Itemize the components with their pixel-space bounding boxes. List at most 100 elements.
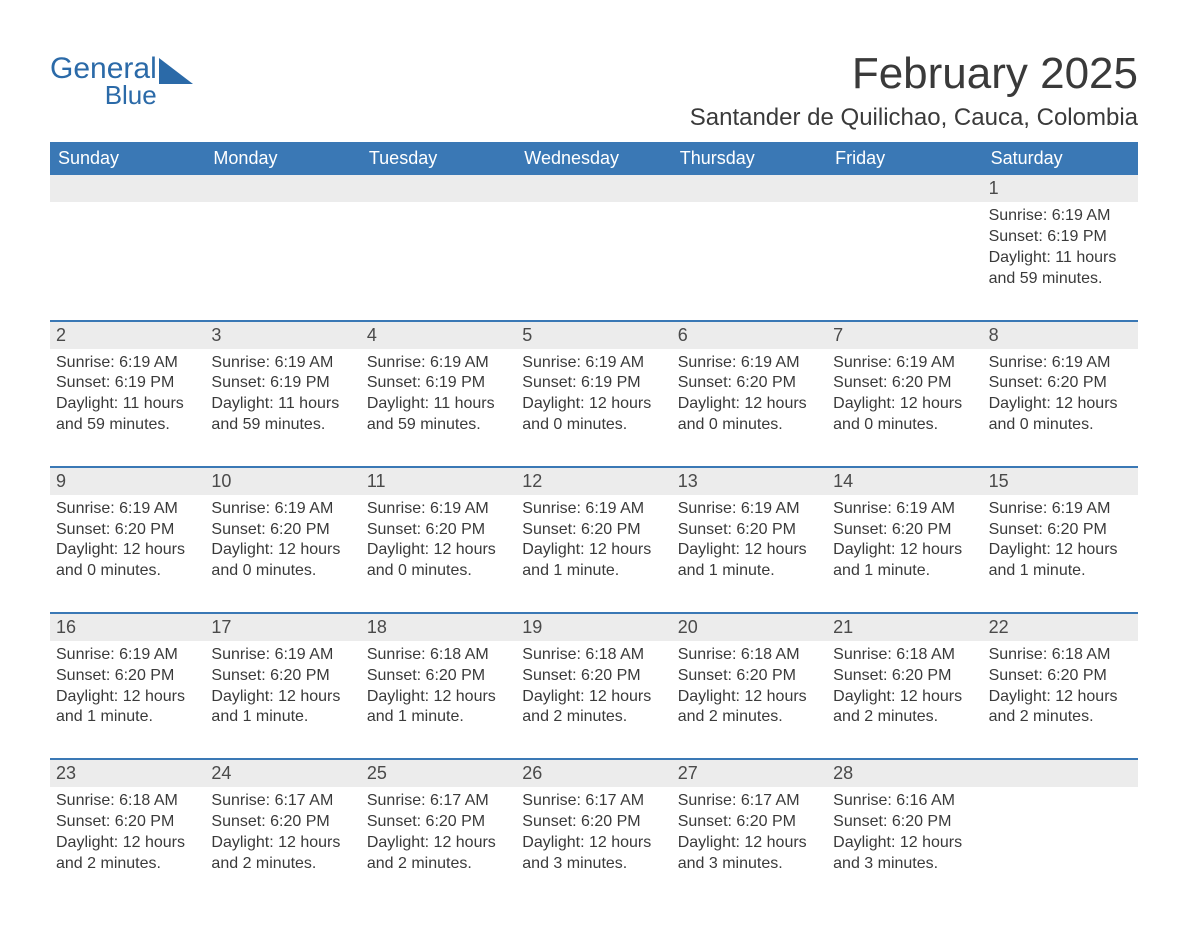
sunrise-text: Sunrise: 6:19 AM <box>989 499 1132 520</box>
day-details: Sunrise: 6:19 AMSunset: 6:19 PMDaylight:… <box>983 202 1138 319</box>
sunset-text: Sunset: 6:20 PM <box>367 666 510 687</box>
day-number: 19 <box>516 614 671 641</box>
daylight-text: Daylight: 11 hours and 59 minutes. <box>989 248 1132 290</box>
calendar-week: 16171819202122Sunrise: 6:19 AMSunset: 6:… <box>50 612 1138 758</box>
daylight-text: Daylight: 12 hours and 1 minute. <box>522 540 665 582</box>
day-number-row: 16171819202122 <box>50 612 1138 641</box>
sunset-text: Sunset: 6:20 PM <box>989 666 1132 687</box>
day-details: Sunrise: 6:18 AMSunset: 6:20 PMDaylight:… <box>983 641 1138 758</box>
day-details <box>672 202 827 319</box>
day-of-week-header: Sunday <box>50 142 205 175</box>
day-details: Sunrise: 6:19 AMSunset: 6:20 PMDaylight:… <box>50 495 205 612</box>
day-details <box>827 202 982 319</box>
day-details: Sunrise: 6:19 AMSunset: 6:20 PMDaylight:… <box>205 495 360 612</box>
day-number: 17 <box>205 614 360 641</box>
day-number-row: 232425262728 <box>50 758 1138 787</box>
daylight-text: Daylight: 11 hours and 59 minutes. <box>211 394 354 436</box>
day-number <box>672 175 827 202</box>
day-details: Sunrise: 6:19 AMSunset: 6:20 PMDaylight:… <box>672 349 827 466</box>
sunrise-text: Sunrise: 6:19 AM <box>833 499 976 520</box>
day-details: Sunrise: 6:18 AMSunset: 6:20 PMDaylight:… <box>50 787 205 904</box>
sunset-text: Sunset: 6:20 PM <box>678 373 821 394</box>
location-subtitle: Santander de Quilichao, Cauca, Colombia <box>690 104 1138 132</box>
sunset-text: Sunset: 6:20 PM <box>522 666 665 687</box>
sunrise-text: Sunrise: 6:17 AM <box>211 791 354 812</box>
day-details: Sunrise: 6:18 AMSunset: 6:20 PMDaylight:… <box>672 641 827 758</box>
sunrise-text: Sunrise: 6:17 AM <box>522 791 665 812</box>
day-of-week-header-row: SundayMondayTuesdayWednesdayThursdayFrid… <box>50 142 1138 175</box>
daylight-text: Daylight: 12 hours and 1 minute. <box>833 540 976 582</box>
sunrise-text: Sunrise: 6:19 AM <box>367 353 510 374</box>
daylight-text: Daylight: 12 hours and 3 minutes. <box>678 833 821 875</box>
sunset-text: Sunset: 6:20 PM <box>56 666 199 687</box>
day-details <box>983 787 1138 904</box>
day-details: Sunrise: 6:19 AMSunset: 6:19 PMDaylight:… <box>50 349 205 466</box>
day-of-week-header: Friday <box>827 142 982 175</box>
day-details: Sunrise: 6:19 AMSunset: 6:20 PMDaylight:… <box>827 495 982 612</box>
day-number-row: 2345678 <box>50 320 1138 349</box>
daylight-text: Daylight: 12 hours and 2 minutes. <box>833 687 976 729</box>
daylight-text: Daylight: 12 hours and 2 minutes. <box>989 687 1132 729</box>
day-number-row: 1 <box>50 175 1138 202</box>
sunrise-text: Sunrise: 6:19 AM <box>522 353 665 374</box>
day-number: 24 <box>205 760 360 787</box>
day-number: 15 <box>983 468 1138 495</box>
daylight-text: Daylight: 12 hours and 1 minute. <box>989 540 1132 582</box>
day-number: 26 <box>516 760 671 787</box>
day-number: 13 <box>672 468 827 495</box>
sunset-text: Sunset: 6:20 PM <box>833 520 976 541</box>
day-number: 4 <box>361 322 516 349</box>
logo-word-2: Blue <box>50 82 157 108</box>
day-details: Sunrise: 6:16 AMSunset: 6:20 PMDaylight:… <box>827 787 982 904</box>
day-details-row: Sunrise: 6:18 AMSunset: 6:20 PMDaylight:… <box>50 787 1138 904</box>
day-details: Sunrise: 6:19 AMSunset: 6:19 PMDaylight:… <box>516 349 671 466</box>
day-details <box>361 202 516 319</box>
calendar-week: 2345678Sunrise: 6:19 AMSunset: 6:19 PMDa… <box>50 320 1138 466</box>
sunrise-text: Sunrise: 6:19 AM <box>678 499 821 520</box>
weeks-container: 1Sunrise: 6:19 AMSunset: 6:19 PMDaylight… <box>50 175 1138 904</box>
day-number: 20 <box>672 614 827 641</box>
day-details: Sunrise: 6:18 AMSunset: 6:20 PMDaylight:… <box>516 641 671 758</box>
sunset-text: Sunset: 6:20 PM <box>678 666 821 687</box>
daylight-text: Daylight: 12 hours and 2 minutes. <box>678 687 821 729</box>
page-header: General Blue February 2025 Santander de … <box>50 50 1138 132</box>
daylight-text: Daylight: 12 hours and 1 minute. <box>211 687 354 729</box>
sunset-text: Sunset: 6:19 PM <box>211 373 354 394</box>
day-number: 27 <box>672 760 827 787</box>
day-number: 28 <box>827 760 982 787</box>
day-number: 23 <box>50 760 205 787</box>
day-number: 7 <box>827 322 982 349</box>
sunrise-text: Sunrise: 6:19 AM <box>989 206 1132 227</box>
day-number <box>50 175 205 202</box>
logo-triangle-icon <box>159 58 193 84</box>
calendar-week: 9101112131415Sunrise: 6:19 AMSunset: 6:2… <box>50 466 1138 612</box>
day-details: Sunrise: 6:19 AMSunset: 6:20 PMDaylight:… <box>361 495 516 612</box>
daylight-text: Daylight: 12 hours and 1 minute. <box>678 540 821 582</box>
day-details: Sunrise: 6:17 AMSunset: 6:20 PMDaylight:… <box>516 787 671 904</box>
sunrise-text: Sunrise: 6:18 AM <box>833 645 976 666</box>
title-block: February 2025 Santander de Quilichao, Ca… <box>690 50 1138 132</box>
sunrise-text: Sunrise: 6:18 AM <box>56 791 199 812</box>
sunset-text: Sunset: 6:20 PM <box>367 812 510 833</box>
day-details: Sunrise: 6:19 AMSunset: 6:20 PMDaylight:… <box>983 349 1138 466</box>
day-details: Sunrise: 6:19 AMSunset: 6:20 PMDaylight:… <box>50 641 205 758</box>
sunset-text: Sunset: 6:20 PM <box>833 812 976 833</box>
sunset-text: Sunset: 6:19 PM <box>989 227 1132 248</box>
daylight-text: Daylight: 11 hours and 59 minutes. <box>56 394 199 436</box>
day-details: Sunrise: 6:19 AMSunset: 6:19 PMDaylight:… <box>361 349 516 466</box>
sunrise-text: Sunrise: 6:18 AM <box>678 645 821 666</box>
sunset-text: Sunset: 6:20 PM <box>211 812 354 833</box>
day-details: Sunrise: 6:19 AMSunset: 6:19 PMDaylight:… <box>205 349 360 466</box>
month-title: February 2025 <box>690 50 1138 98</box>
day-number: 22 <box>983 614 1138 641</box>
day-number: 12 <box>516 468 671 495</box>
day-details: Sunrise: 6:19 AMSunset: 6:20 PMDaylight:… <box>516 495 671 612</box>
calendar-week: 1Sunrise: 6:19 AMSunset: 6:19 PMDaylight… <box>50 175 1138 319</box>
day-of-week-header: Tuesday <box>361 142 516 175</box>
day-details: Sunrise: 6:19 AMSunset: 6:20 PMDaylight:… <box>672 495 827 612</box>
daylight-text: Daylight: 12 hours and 2 minutes. <box>211 833 354 875</box>
daylight-text: Daylight: 12 hours and 0 minutes. <box>678 394 821 436</box>
logo-text: General Blue <box>50 54 157 108</box>
sunrise-text: Sunrise: 6:18 AM <box>367 645 510 666</box>
day-details: Sunrise: 6:19 AMSunset: 6:20 PMDaylight:… <box>827 349 982 466</box>
